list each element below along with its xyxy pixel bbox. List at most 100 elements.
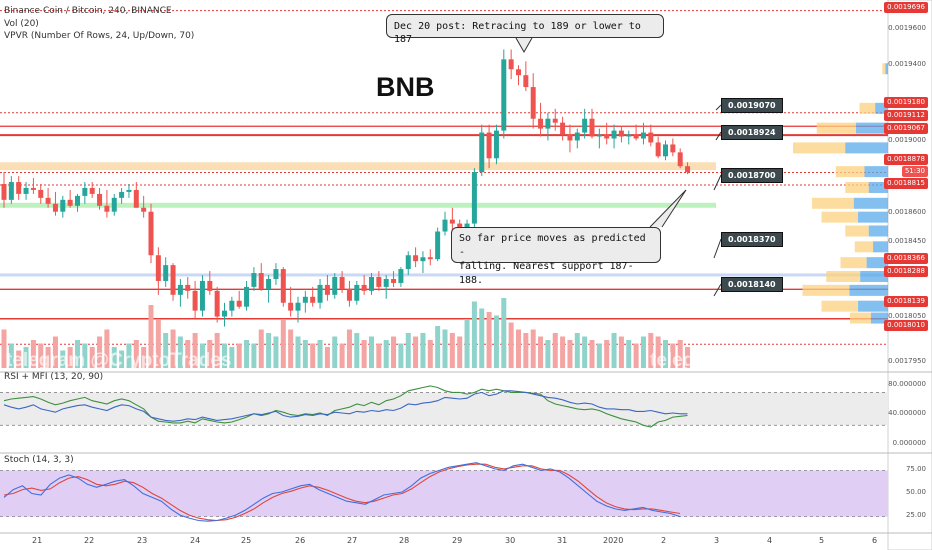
candle-down [324, 284, 330, 295]
candle-up [596, 134, 602, 137]
candle-down [339, 277, 345, 289]
volume-bar [552, 333, 558, 368]
pointer-label-3: 0.0018700 [721, 168, 783, 183]
time-axis-tick: 2 [661, 536, 667, 545]
volume-bar [295, 336, 301, 368]
volume-bar [670, 343, 676, 368]
candle-down [413, 255, 419, 262]
time-axis-tick: 28 [399, 536, 410, 545]
candle-up [8, 182, 14, 200]
callout-top-tail [515, 37, 533, 54]
stoch-band [0, 470, 888, 517]
time-axis-tick: 30 [505, 536, 516, 545]
volume-bar [266, 333, 272, 368]
volume-profile-bar-down [868, 181, 888, 193]
volume-bar [1, 329, 7, 368]
volume-bar [405, 333, 411, 368]
volume-bar [89, 347, 95, 368]
candle-up [611, 130, 617, 139]
candle-up [317, 284, 323, 303]
volume-bar [633, 343, 639, 368]
volume-profile-bar-down [860, 271, 888, 283]
candle-down [89, 187, 95, 194]
volume-bar [604, 340, 610, 368]
volume-profile-bar-down [855, 122, 888, 134]
volume-bar [317, 340, 323, 368]
resistance-zone [0, 162, 716, 171]
candle-up [251, 273, 257, 287]
candle-up [126, 189, 132, 192]
candle-up [302, 296, 308, 303]
stoch-d-line [3, 463, 681, 522]
candle-down [258, 273, 264, 289]
candle-down [530, 87, 536, 119]
volume-bar [8, 343, 14, 368]
time-axis-tick: 26 [295, 536, 306, 545]
volume-bar [567, 340, 573, 368]
candle-up [435, 231, 441, 260]
volume-bar [177, 336, 183, 368]
volume-bar [685, 347, 691, 368]
candle-down [567, 134, 573, 141]
candle-up [420, 257, 426, 262]
candle-down [346, 288, 352, 301]
volume-profile-bar-up [854, 241, 874, 253]
volume-bar [155, 319, 161, 368]
candle-up [354, 284, 360, 301]
volume-bar [229, 347, 235, 368]
price-tag-4: 0.0019067 [884, 123, 928, 134]
rsi-line [3, 390, 688, 422]
volume-bar [391, 336, 397, 368]
candle-down [1, 184, 7, 200]
volume-profile-bar-down [885, 63, 888, 75]
price-axis-tick: 0.0019000 [888, 136, 926, 144]
volume-bar [60, 350, 66, 368]
watermark-right: telegram @CryptoTrades [650, 350, 876, 371]
price-tag-6: 0.0018815 [884, 178, 928, 189]
rsi-panel-label: RSI + MFI (13, 20, 90) [4, 372, 104, 382]
volume-bar [82, 343, 88, 368]
pointer-label-5: 0.0018140 [721, 277, 783, 292]
volume-profile-bar-up [882, 63, 886, 75]
price-axis-tick: 0.0018450 [888, 237, 926, 245]
candle-down [67, 199, 73, 206]
candle-down [648, 132, 654, 143]
volume-bar [222, 343, 227, 368]
time-axis-tick: 3 [714, 536, 720, 545]
volume-bar [493, 315, 499, 368]
callout-middle: So far price moves as predicted - fallin… [451, 227, 661, 286]
candle-down [523, 75, 529, 88]
candle-up [369, 277, 374, 291]
volume-profile-bar-up [816, 122, 856, 134]
volume-bar [45, 347, 51, 368]
volume-bar [280, 319, 286, 368]
callout-top: Dec 20 post: Retracing to 189 or lower t… [386, 14, 664, 45]
volume-bar [16, 350, 22, 368]
price-axis-tick: 0.0019400 [888, 60, 926, 68]
candle-up [332, 277, 338, 295]
pointer-label-4: 0.0018370 [721, 232, 783, 247]
volume-bar [420, 333, 426, 368]
volume-profile-bar-down [864, 166, 888, 178]
volume-bar [251, 343, 257, 368]
volume-bar [508, 322, 514, 368]
volume-bar [97, 336, 103, 368]
volume-bar [273, 336, 279, 368]
candle-up [119, 191, 125, 198]
volume-bar [302, 340, 308, 368]
stoch-axis-tick: 75.00 [905, 465, 926, 473]
volume-bar [369, 336, 374, 368]
volume-bar [545, 340, 551, 368]
candle-up [574, 132, 580, 141]
price-tag-2: 0.0019180 [884, 97, 928, 108]
volume-profile-bar-up [845, 181, 869, 193]
price-tag-9: 0.0018139 [884, 296, 928, 307]
volume-bar [111, 347, 117, 368]
volume-bar [574, 333, 580, 368]
candle-down [16, 182, 22, 194]
candle-down [508, 59, 514, 70]
candle-up [640, 132, 646, 139]
volume-profile-bar-down [858, 211, 888, 223]
volume-bar [589, 340, 595, 368]
